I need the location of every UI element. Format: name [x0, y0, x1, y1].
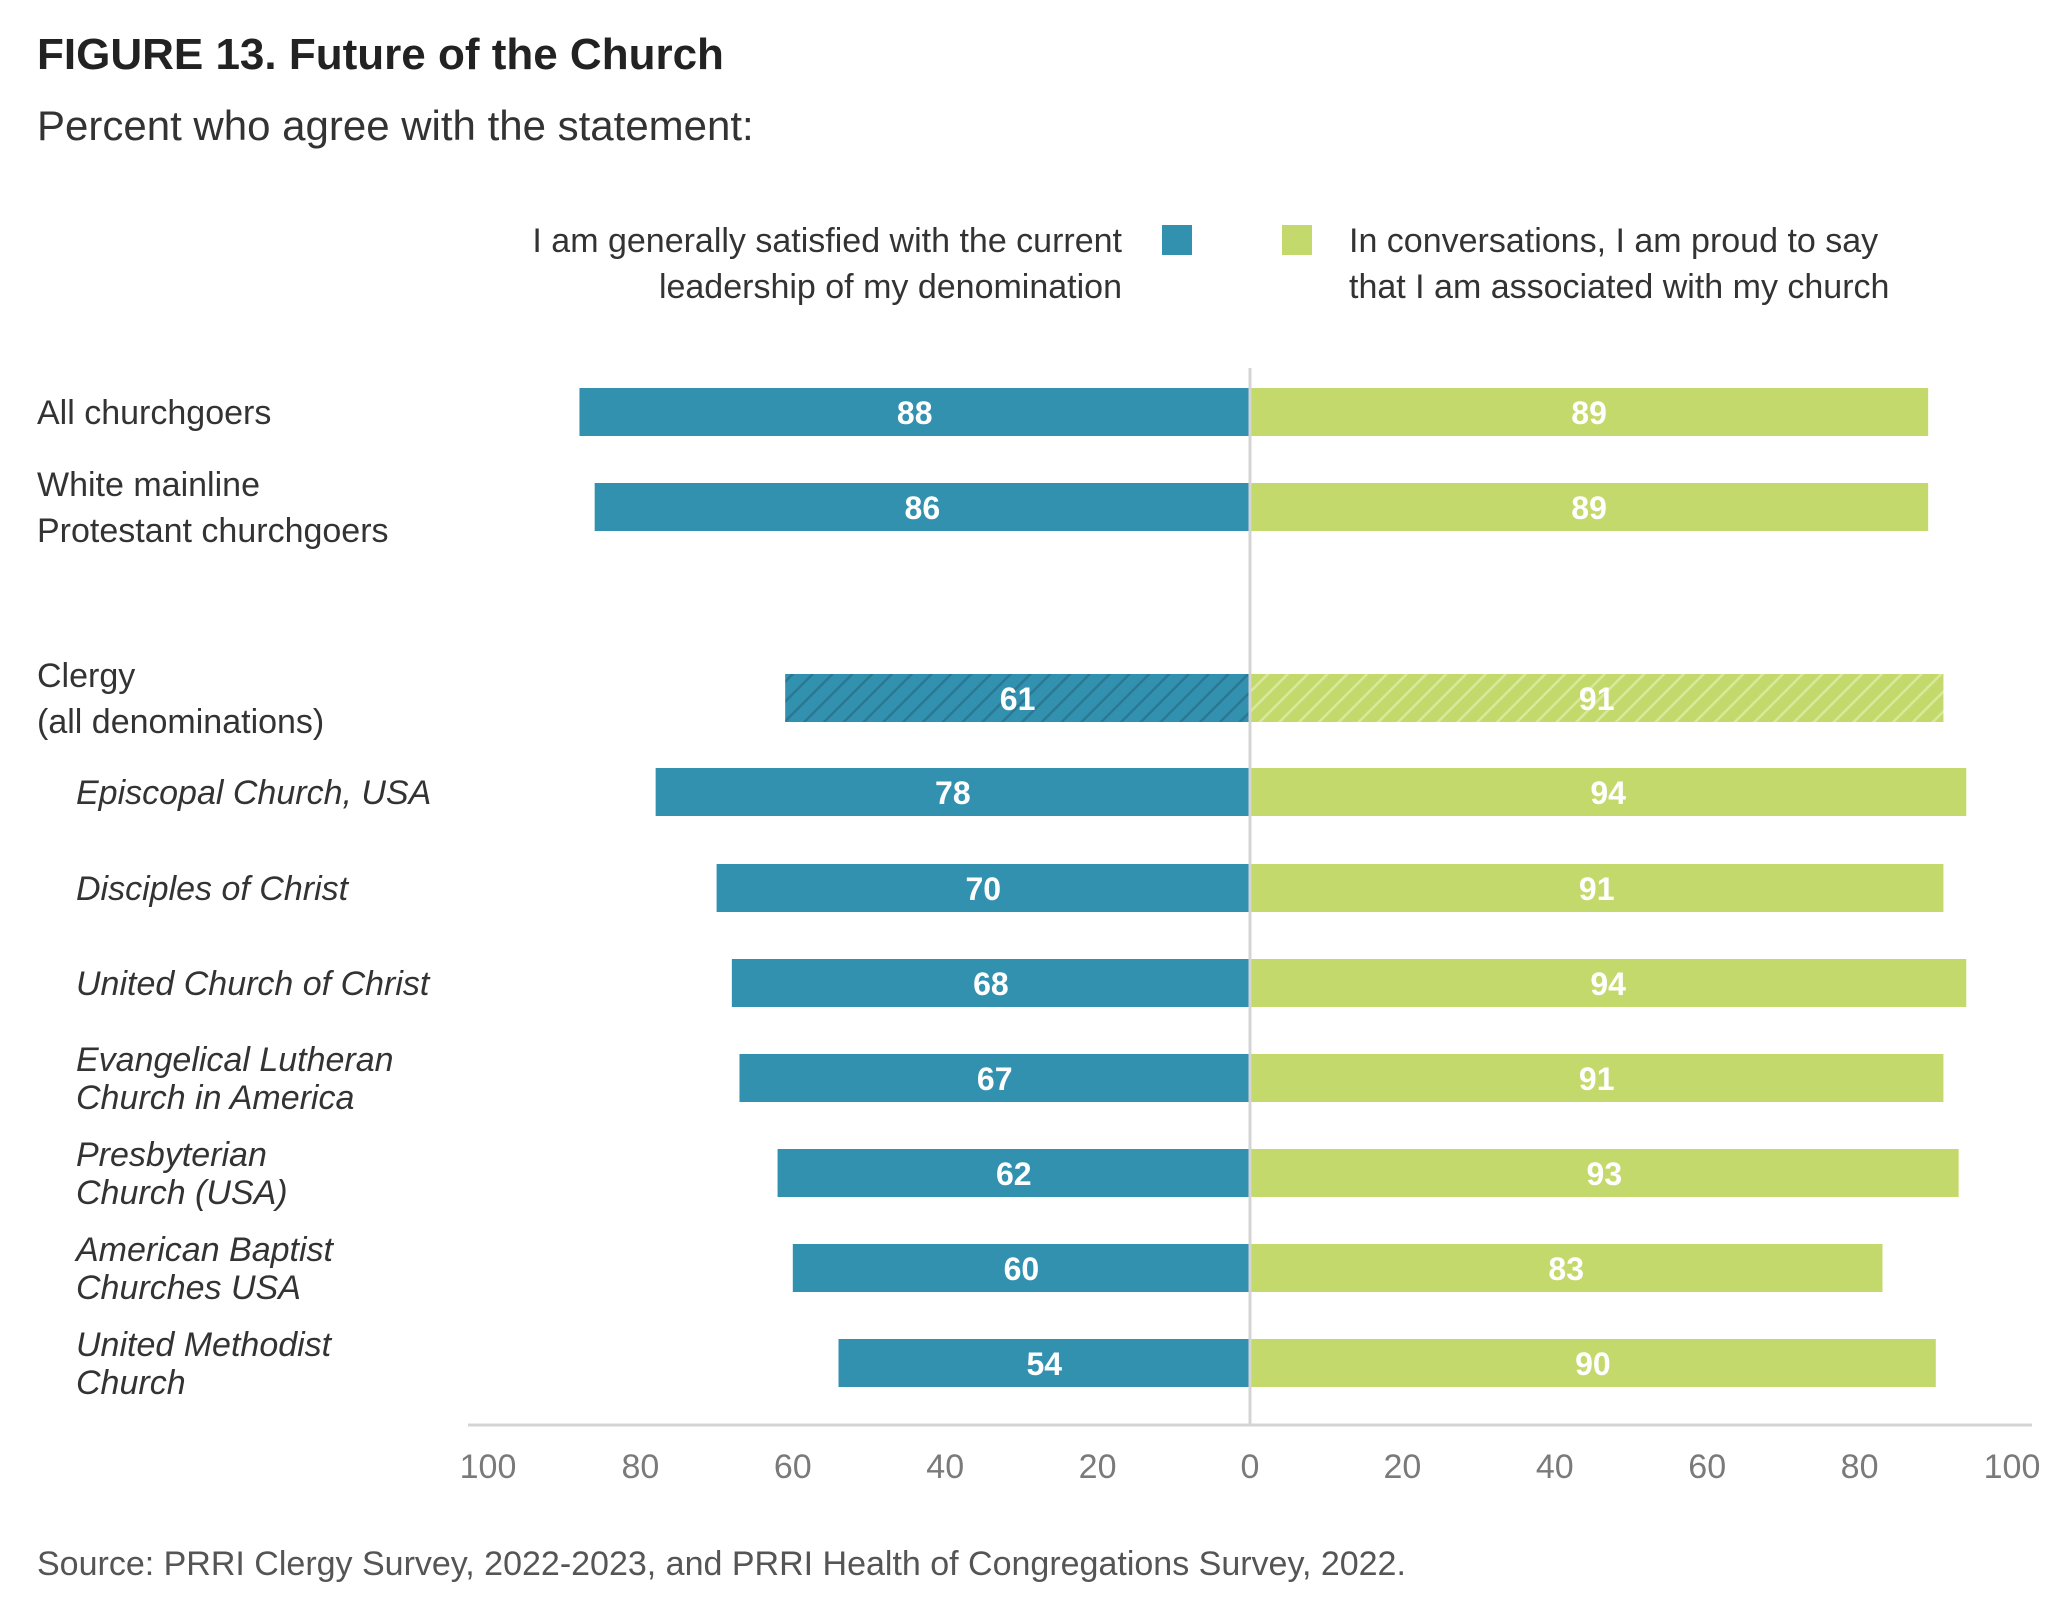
- bar-right-value-label: 90: [1575, 1346, 1611, 1382]
- bar-left: [838, 1339, 1250, 1387]
- category-label-line: Presbyterian: [76, 1136, 267, 1174]
- category-label-line: Episcopal Church, USA: [76, 774, 431, 812]
- x-tick-label: 100: [1984, 1448, 2041, 1486]
- chart-subtitle: Percent who agree with the statement:: [37, 102, 754, 149]
- x-tick-label: 20: [1079, 1448, 1117, 1486]
- category-label-line: (all denominations): [37, 703, 324, 741]
- category-label: All churchgoers: [37, 394, 271, 432]
- category-label: Presbyterian Church (USA): [76, 1136, 288, 1212]
- category-label-line: All churchgoers: [37, 394, 271, 432]
- bar-left: [792, 1244, 1250, 1292]
- category-label-line: Protestant churchgoers: [37, 512, 389, 550]
- bar-right-value-label: 94: [1590, 775, 1626, 811]
- bar-left: [716, 864, 1250, 912]
- x-tick-label: 80: [1841, 1448, 1879, 1486]
- x-axis: 100 80 60 40 20 0 20 40 60 80 100: [460, 368, 2041, 1486]
- legend-right-swatch: [1282, 225, 1312, 255]
- category-labels: All churchgoers White mainline Protestant …: [37, 394, 431, 1402]
- bar-right: [1250, 483, 1929, 531]
- category-label: United Methodist Church: [76, 1326, 333, 1402]
- bar-right: [1250, 674, 1944, 722]
- category-label-line: American Baptist: [74, 1231, 335, 1269]
- bar-left: [731, 959, 1250, 1007]
- bar-right: [1250, 1244, 1883, 1292]
- bar-right-value-label: 89: [1571, 395, 1607, 431]
- bar-right-value-label: 91: [1579, 681, 1615, 717]
- bar-left-value-label: 78: [935, 775, 971, 811]
- legend-left-swatch: [1162, 225, 1192, 255]
- category-label-line: United Church of Christ: [76, 965, 431, 1003]
- bar-right-value-label: 83: [1548, 1251, 1584, 1287]
- bar-right: [1250, 1149, 1959, 1197]
- bar-right: [1250, 1339, 1936, 1387]
- category-label: American Baptist Churches USA: [74, 1231, 335, 1307]
- legend-right-label: In conversations, I am proud to say that…: [1349, 218, 1889, 310]
- bar-left: [579, 388, 1250, 436]
- bar-right-value-label: 89: [1571, 490, 1607, 526]
- bar-left-value-label: 67: [977, 1061, 1013, 1097]
- category-label: White mainline Protestant churchgoers: [37, 466, 389, 550]
- chart-title: FIGURE 13. Future of the Church: [37, 30, 724, 79]
- bar-right-value-label: 93: [1587, 1156, 1623, 1192]
- bar-left-value-label: 88: [897, 395, 933, 431]
- bar-left-value-label: 70: [966, 871, 1002, 907]
- bar-left-value-label: 60: [1004, 1251, 1040, 1287]
- bar-left: [777, 1149, 1250, 1197]
- bar-left-value-label: 61: [1000, 681, 1036, 717]
- x-tick-label: 60: [774, 1448, 812, 1486]
- bar-right: [1250, 1054, 1944, 1102]
- bar-left: [655, 768, 1250, 816]
- category-label: Episcopal Church, USA: [76, 774, 431, 812]
- bar-right-value-label: 94: [1590, 966, 1626, 1002]
- category-label-line: Churches USA: [76, 1269, 301, 1307]
- category-label-line: Church: [76, 1364, 186, 1402]
- category-label-line: Disciples of Christ: [76, 870, 350, 908]
- x-tick-label: 40: [1536, 1448, 1574, 1486]
- legend-left-line-1: I am generally satisfied with the curren…: [532, 222, 1122, 260]
- category-label: Evangelical Lutheran Church in America: [76, 1041, 394, 1117]
- x-tick-label: 20: [1383, 1448, 1421, 1486]
- category-label-line: Church (USA): [76, 1174, 288, 1212]
- bar-right: [1250, 959, 1967, 1007]
- source-note: Source: PRRI Clergy Survey, 2022-2023, a…: [37, 1545, 1406, 1583]
- bar-right: [1250, 768, 1967, 816]
- bar-left: [739, 1054, 1250, 1102]
- category-label: Disciples of Christ: [76, 870, 350, 908]
- bar-left-value-label: 62: [996, 1156, 1032, 1192]
- bar-right: [1250, 388, 1929, 436]
- bars: 88 89 86 89 61 91 78 94 70 91 68 94 67 91 62 93 60 83 54 90: [579, 388, 1967, 1387]
- x-tick-label: 100: [460, 1448, 517, 1486]
- category-label-line: United Methodist: [76, 1326, 333, 1364]
- category-label-line: Clergy: [37, 657, 135, 695]
- bar-right: [1250, 864, 1944, 912]
- x-tick-label: 80: [621, 1448, 659, 1486]
- x-tick-label: 60: [1688, 1448, 1726, 1486]
- legend-left-label: I am generally satisfied with the curren…: [532, 218, 1122, 310]
- category-label-line: White mainline: [37, 466, 260, 504]
- x-tick-label: 40: [926, 1448, 964, 1486]
- bar-left-value-label: 86: [905, 490, 941, 526]
- category-label: Clergy (all denominations): [37, 657, 324, 741]
- bar-left-value-label: 68: [973, 966, 1009, 1002]
- category-label: United Church of Christ: [76, 965, 431, 1003]
- category-label-line: Evangelical Lutheran: [76, 1041, 394, 1079]
- category-label-line: Church in America: [76, 1079, 354, 1117]
- legend-right-line-2: that I am associated with my church: [1349, 268, 1890, 306]
- bar-left: [785, 674, 1250, 722]
- bar-left-value-label: 54: [1026, 1346, 1062, 1382]
- legend-left-line-2: leadership of my denomination: [658, 268, 1122, 306]
- bar-right-value-label: 91: [1579, 871, 1615, 907]
- legend-right-line-1: In conversations, I am proud to say: [1349, 222, 1879, 260]
- x-tick-label: 0: [1241, 1448, 1260, 1486]
- bar-left: [594, 483, 1250, 531]
- bar-right-value-label: 91: [1579, 1061, 1615, 1097]
